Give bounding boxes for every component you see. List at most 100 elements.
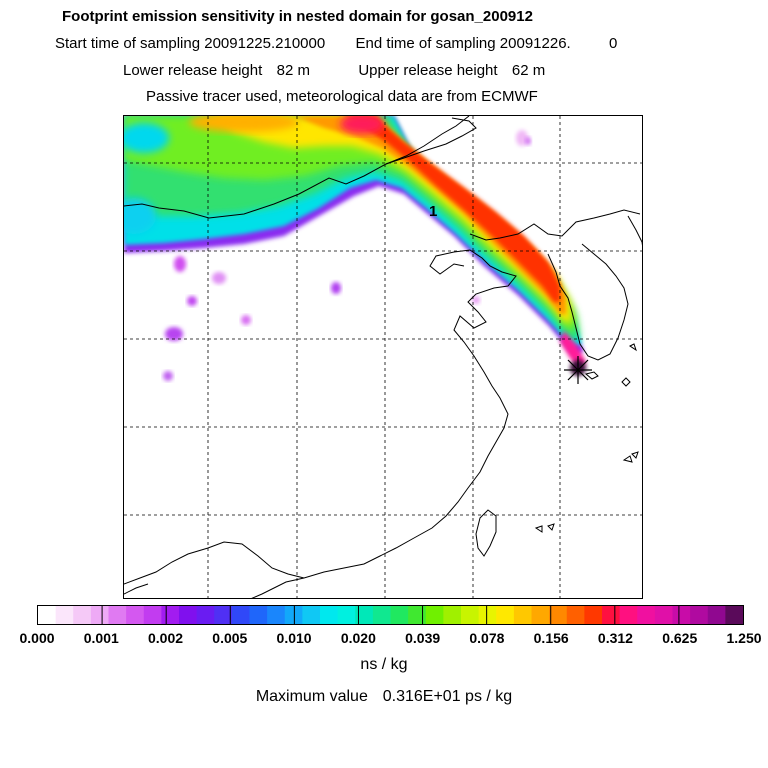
start-value: 20091225.210000	[204, 35, 326, 52]
border-vietnam	[124, 583, 149, 595]
colorbar-swatch	[302, 606, 321, 624]
coast-korea	[547, 243, 629, 361]
hotspot-orange-left	[189, 116, 299, 132]
colorbar-swatch	[320, 606, 339, 624]
colorbar-tick-label: 0.010	[276, 630, 312, 646]
colorbar-swatch	[566, 606, 585, 624]
border-northeast	[385, 116, 470, 165]
sampling-times-line: Start time of sampling 20091225.210000 E…	[55, 35, 617, 52]
end-extra: 0	[609, 35, 618, 52]
colorbar-swatch	[602, 606, 621, 624]
colorbar-swatch	[73, 606, 92, 624]
colorbar-swatch	[231, 606, 251, 624]
colorbar-swatch	[372, 606, 392, 624]
colorbar-swatch	[108, 606, 127, 624]
coastlines	[124, 116, 642, 598]
upper-value: 62 m	[511, 62, 546, 79]
colorbar-swatch	[425, 606, 444, 624]
colorbar-tick-label: 0.020	[340, 630, 376, 646]
map-panel[interactable]: 1	[123, 115, 643, 599]
colorbar-swatch	[249, 606, 268, 624]
end-label: End time of sampling	[355, 35, 496, 52]
colorbar-swatch	[55, 606, 74, 624]
colorbar-swatch	[690, 606, 709, 624]
colorbar-swatch	[584, 606, 603, 624]
speck	[331, 282, 341, 294]
speck	[525, 137, 531, 145]
speck	[516, 130, 528, 146]
maximum-value-line: Maximum value 0.316E+01 ps / kg	[256, 688, 512, 706]
colorbar	[37, 605, 744, 625]
island-2	[629, 343, 637, 352]
island-3	[622, 455, 633, 463]
hotspot-top	[340, 116, 384, 134]
colorbar-swatch	[496, 606, 515, 624]
colorbar-swatch	[143, 606, 162, 624]
upper-label: Upper release height	[358, 62, 498, 79]
colorbar-swatch	[443, 606, 462, 624]
colorbar-tick-label: 0.005	[212, 630, 248, 646]
taiwan	[475, 509, 497, 557]
coast-bohai	[251, 249, 517, 598]
colorbar-swatch	[90, 606, 110, 624]
tracer-note: Passive tracer used, meteorological data…	[146, 88, 538, 105]
border-south	[124, 541, 305, 585]
start-label: Start time of sampling	[55, 35, 201, 52]
colorbar-tick-label: 0.625	[662, 630, 698, 646]
footprint-field	[124, 116, 586, 381]
colorbar-swatch	[179, 606, 198, 624]
band-yellow	[214, 116, 572, 322]
colorbar-tick-label: 0.078	[469, 630, 505, 646]
colorbar-tick-label: 0.000	[19, 630, 55, 646]
colorbar-swatch	[654, 606, 674, 624]
hotspot-cyan-left2	[124, 198, 156, 234]
colorbar-swatch	[707, 606, 726, 624]
colorbar-swatch	[619, 606, 638, 624]
map-canvas: 1	[124, 116, 642, 598]
colorbar-swatch	[214, 606, 233, 624]
receptor-star-icon[interactable]	[564, 356, 592, 384]
release-heights-line: Lower release height 82 m Upper release …	[123, 62, 545, 79]
colorbar-swatch	[478, 606, 497, 624]
border-mongolia	[124, 117, 477, 219]
speck	[241, 315, 251, 325]
plot-title: Footprint emission sensitivity in nested…	[62, 8, 533, 25]
colorbar-swatch	[637, 606, 656, 624]
plume-label: 1	[429, 203, 437, 220]
speck	[212, 272, 226, 284]
colorbar-swatch	[461, 606, 480, 624]
colorbar-swatch	[725, 606, 743, 624]
colorbar-swatch	[38, 606, 57, 624]
island-jeju	[584, 371, 599, 380]
speck	[165, 327, 183, 341]
colorbar-tick-label: 0.312	[597, 630, 633, 646]
max-value: 0.316E+01 ps / kg	[382, 688, 513, 705]
colorbar-tick-label: 0.001	[83, 630, 119, 646]
colorbar-tick-label: 0.002	[148, 630, 184, 646]
colorbar-swatch	[337, 606, 356, 624]
colorbar-swatch	[531, 606, 550, 624]
speck	[174, 256, 186, 272]
colorbar-swatch	[390, 606, 409, 624]
max-label: Maximum value	[255, 688, 368, 705]
colorbar-tick-label: 1.250	[726, 630, 762, 646]
colorbar-swatches	[38, 606, 743, 624]
island-4	[631, 451, 639, 459]
border-korea-north	[469, 209, 641, 241]
island-5	[534, 525, 543, 533]
lower-value: 82 m	[276, 62, 310, 79]
speck	[472, 296, 480, 304]
colorbar-swatch	[196, 606, 215, 624]
colorbar-swatch	[126, 606, 145, 624]
colorbar-swatch	[672, 606, 691, 624]
lower-label: Lower release height	[123, 62, 263, 79]
speck	[187, 296, 197, 306]
band-lightgreen	[124, 116, 576, 330]
colorbar-tick-label: 0.156	[533, 630, 569, 646]
colorbar-swatch	[161, 606, 180, 624]
colorbar-swatch	[549, 606, 568, 624]
colorbar-swatch	[355, 606, 374, 624]
colorbar-tick-label: 0.039	[405, 630, 441, 646]
island-1	[621, 377, 631, 387]
speck	[163, 371, 173, 381]
